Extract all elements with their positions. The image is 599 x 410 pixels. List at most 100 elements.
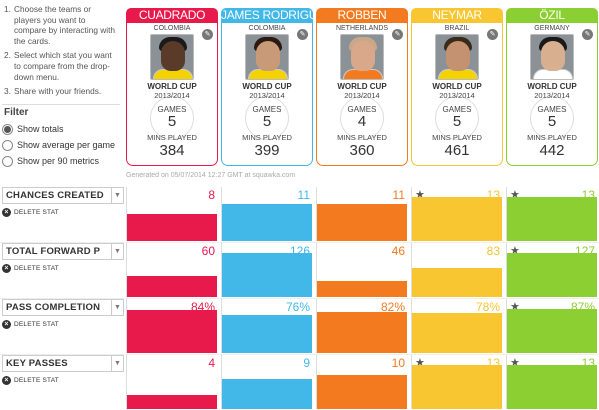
close-icon[interactable]: × [2,208,11,217]
delete-stat-button[interactable]: × DELETE STAT [2,376,124,385]
player-card[interactable]: ÖZIL GERMANY ✎ WORLD CUP 2013/2014 GAMES 5 MINS… [506,8,598,166]
stat-value: 78% [475,300,500,314]
season: 2013/2014 [344,91,380,100]
competition: WORLD CUP [432,82,482,91]
filter-option-label: Show average per game [17,140,116,150]
instruction-text: Share with your friends. [14,86,102,97]
row-divider [0,298,599,299]
photo-face [446,41,470,71]
mins-played-label: MINS PLAYED [337,133,387,142]
stat-dropdown-label: TOTAL FORWARD P [6,246,101,257]
filter-option[interactable]: Show totals [2,121,120,137]
delete-stat-button[interactable]: × DELETE STAT [2,208,124,217]
stat-bar [127,395,217,409]
player-name[interactable]: CUADRADO [126,8,218,23]
chevron-down-icon[interactable]: ▼ [111,244,123,259]
edit-icon[interactable]: ✎ [202,29,213,40]
competition: WORLD CUP [242,82,292,91]
player-name[interactable]: NEYMAR [411,8,503,23]
stat-row-label: CHANCES CREATED ▼ × DELETE STAT [2,187,124,217]
filter-option[interactable]: Show average per game [2,137,120,153]
stat-cell: 76% [221,299,313,353]
player-card[interactable]: ROBBEN NETHERLANDS ✎ WORLD CUP 2013/2014 GAME… [316,8,408,166]
edit-icon[interactable]: ✎ [297,29,308,40]
stat-value: 76% [285,300,310,314]
mins-played-label: MINS PLAYED [242,133,292,142]
games-circle: GAMES 5 [530,96,574,140]
stat-bar [222,253,312,297]
radio-button[interactable] [2,123,13,135]
stat-cell: 9 [221,355,313,409]
player-card[interactable]: JAMES RODRIGU COLOMBIA ✎ WORLD CUP 2013/2014… [221,8,313,166]
filter-title: Filter [2,104,120,121]
games-circle: GAMES 5 [150,96,194,140]
stat-dropdown[interactable]: CHANCES CREATED ▼ [2,187,124,204]
stat-cell: 13 ★ [411,355,503,409]
edit-icon[interactable]: ✎ [392,29,403,40]
stat-cell: 82% [316,299,408,353]
radio-button[interactable] [2,155,13,167]
stat-bar [412,268,502,297]
chevron-down-icon[interactable]: ▼ [111,356,123,371]
player-photo [245,34,289,80]
delete-stat-button[interactable]: × DELETE STAT [2,320,124,329]
edit-icon[interactable]: ✎ [582,29,593,40]
games-circle: GAMES 5 [245,96,289,140]
stat-cell: 83 [411,243,503,297]
chevron-down-icon[interactable]: ▼ [111,300,123,315]
stat-dropdown[interactable]: KEY PASSES ▼ [2,355,124,372]
stat-cell: 78% [411,299,503,353]
player-photo [530,34,574,80]
instruction-item: 2. Select which stat you want to compare … [4,50,120,82]
delete-stat-label: DELETE STAT [14,265,59,272]
mins-played-value: 384 [159,142,185,159]
stat-cell: 4 [126,355,218,409]
delete-stat-button[interactable]: × DELETE STAT [2,264,124,273]
instruction-number: 2. [4,50,11,61]
stat-dropdown-label: PASS COMPLETION [6,302,101,313]
player-card[interactable]: CUADRADO COLOMBIA ✎ WORLD CUP 2013/2014 GAMES… [126,8,218,166]
player-name[interactable]: ÖZIL [506,8,598,23]
stat-cell: 13 ★ [506,187,598,241]
player-name[interactable]: JAMES RODRIGU [221,8,313,23]
games-value: 5 [547,113,557,130]
chevron-down-icon[interactable]: ▼ [111,188,123,203]
competition: WORLD CUP [527,82,577,91]
player-photo [150,34,194,80]
stat-value: 9 [303,356,310,370]
generated-note: Generated on 05/07/2014 12:27 GMT at squ… [126,172,296,179]
edit-icon[interactable]: ✎ [487,29,498,40]
star-icon: ★ [510,357,520,369]
close-icon[interactable]: × [2,264,11,273]
radio-button[interactable] [2,139,13,151]
player-card[interactable]: NEYMAR BRAZIL ✎ WORLD CUP 2013/2014 GAMES 5 MIN… [411,8,503,166]
filter-option[interactable]: Show per 90 metrics [2,153,120,169]
games-label: GAMES [252,105,282,114]
games-label: GAMES [537,105,567,114]
delete-stat-label: DELETE STAT [14,377,59,384]
filter-option-label: Show per 90 metrics [17,156,100,166]
stat-dropdown[interactable]: PASS COMPLETION ▼ [2,299,124,316]
stat-value: 82% [380,300,405,314]
stat-bar [127,214,217,241]
stat-value: 4 [208,356,215,370]
close-icon[interactable]: × [2,320,11,329]
star-icon: ★ [510,189,520,201]
stat-dropdown[interactable]: TOTAL FORWARD P ▼ [2,243,124,260]
mins-played-value: 461 [444,142,470,159]
player-country: BRAZIL [444,25,470,32]
mins-played-value: 442 [539,142,565,159]
games-label: GAMES [347,105,377,114]
player-name[interactable]: ROBBEN [316,8,408,23]
star-icon: ★ [415,189,425,201]
stat-cell: 127 ★ [506,243,598,297]
player-photo [435,34,479,80]
stat-row-label: KEY PASSES ▼ × DELETE STAT [2,355,124,385]
instruction-number: 1. [4,4,11,14]
close-icon[interactable]: × [2,376,11,385]
instruction-text: Choose the teams or players you want to … [14,4,115,46]
games-value: 4 [357,113,367,130]
games-value: 5 [167,113,177,130]
season: 2013/2014 [439,91,475,100]
photo-face [256,41,280,71]
